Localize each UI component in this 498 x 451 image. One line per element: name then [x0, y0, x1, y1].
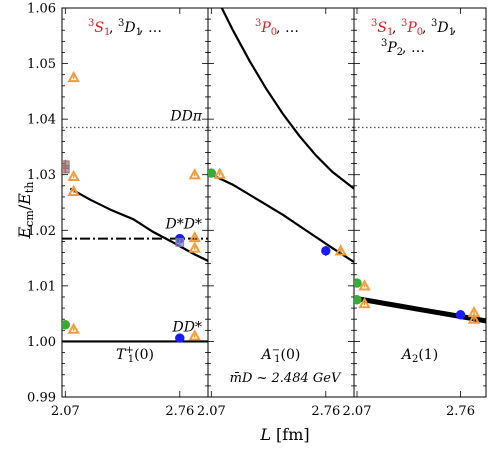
irrep-label: A− 1(0) — [260, 345, 301, 365]
x-tick-label: 2.07 — [197, 404, 226, 419]
irrep-label: T+ 1(0) — [116, 345, 154, 365]
data-point — [334, 244, 347, 256]
partial-wave-label: … — [285, 20, 299, 36]
panel-frame — [207, 7, 355, 398]
data-point — [188, 241, 201, 253]
data-point — [321, 246, 331, 256]
footer-note: m̄D ~ 2.484 GeV — [230, 371, 342, 386]
panel-3 — [354, 126, 486, 324]
data-point — [188, 230, 201, 243]
data-point — [62, 164, 70, 174]
partial-wave-label: 3S1 — [88, 18, 110, 38]
partial-wave-label: 3D1 — [431, 18, 455, 38]
irrep-label: A2(1) — [400, 347, 438, 365]
marks-layer — [62, 8, 486, 343]
partial-wave-label: … — [411, 40, 425, 56]
threshold-label-dstar-dstar: D*D* — [165, 217, 202, 233]
threshold-label-d-dstar: DD* — [172, 319, 202, 335]
partial-wave-label: … — [148, 20, 162, 36]
data-point — [67, 70, 80, 83]
label-separator: , — [139, 20, 143, 36]
partial-wave-label: 3P0 — [401, 18, 423, 38]
data-point — [67, 169, 80, 181]
x-tick-label: 2.07 — [343, 404, 372, 419]
partial-wave-label: 3S1 — [371, 18, 393, 38]
x-tick-label: 2.76 — [446, 404, 475, 419]
y-axis-title: Ecm/Eth — [15, 182, 36, 240]
y-tick-label: 1.03 — [27, 168, 56, 183]
data-point — [67, 322, 80, 334]
data-point — [62, 320, 71, 330]
label-separator: , — [422, 20, 426, 36]
data-point — [354, 295, 362, 305]
label-separator: , — [402, 40, 406, 56]
axes-layer: 0.991.001.011.021.031.041.051.062.07 2.76… — [27, 2, 487, 419]
data-point — [358, 297, 371, 309]
label-separator: , — [109, 20, 113, 36]
data-point — [354, 278, 362, 288]
y-tick-label: 1.04 — [27, 113, 56, 128]
data-point — [467, 312, 481, 324]
partial-wave-label: 3P0 — [255, 18, 277, 38]
x-tick-label: 2.76 — [311, 404, 340, 419]
partial-wave-label: 3D1 — [118, 18, 142, 38]
data-point — [208, 168, 217, 178]
partial-wave-label: 3P2 — [381, 38, 403, 58]
panel-2 — [208, 8, 354, 263]
y-tick-label: 1.00 — [27, 335, 56, 350]
data-point — [67, 184, 80, 196]
x-axis-title: L [fm] — [259, 425, 309, 444]
panel-frame — [61, 7, 209, 398]
label-separator: , — [452, 20, 456, 36]
label-separator: , — [276, 20, 280, 36]
y-tick-label: 0.99 — [27, 391, 56, 406]
curve-lower — [208, 172, 354, 263]
data-point — [188, 329, 201, 341]
y-tick-label: 1.01 — [27, 279, 56, 294]
x-tick-label: 2.76 — [165, 404, 194, 419]
y-tick-label: 1.06 — [27, 2, 56, 17]
data-point — [213, 167, 226, 179]
threshold-label-ddpi: DDπ — [169, 108, 202, 124]
data-point — [358, 279, 371, 291]
panel-frame — [353, 7, 487, 398]
curve-band — [354, 295, 486, 324]
y-tick-label: 1.02 — [27, 224, 56, 239]
curve-upper — [220, 8, 354, 190]
data-point — [455, 310, 466, 320]
label-separator: , — [392, 20, 396, 36]
panel-1 — [62, 70, 208, 343]
data-point — [188, 168, 201, 180]
x-tick-label: 2.07 — [51, 404, 80, 419]
data-point — [175, 333, 185, 343]
data-point — [175, 238, 185, 247]
y-tick-label: 1.05 — [27, 57, 56, 72]
